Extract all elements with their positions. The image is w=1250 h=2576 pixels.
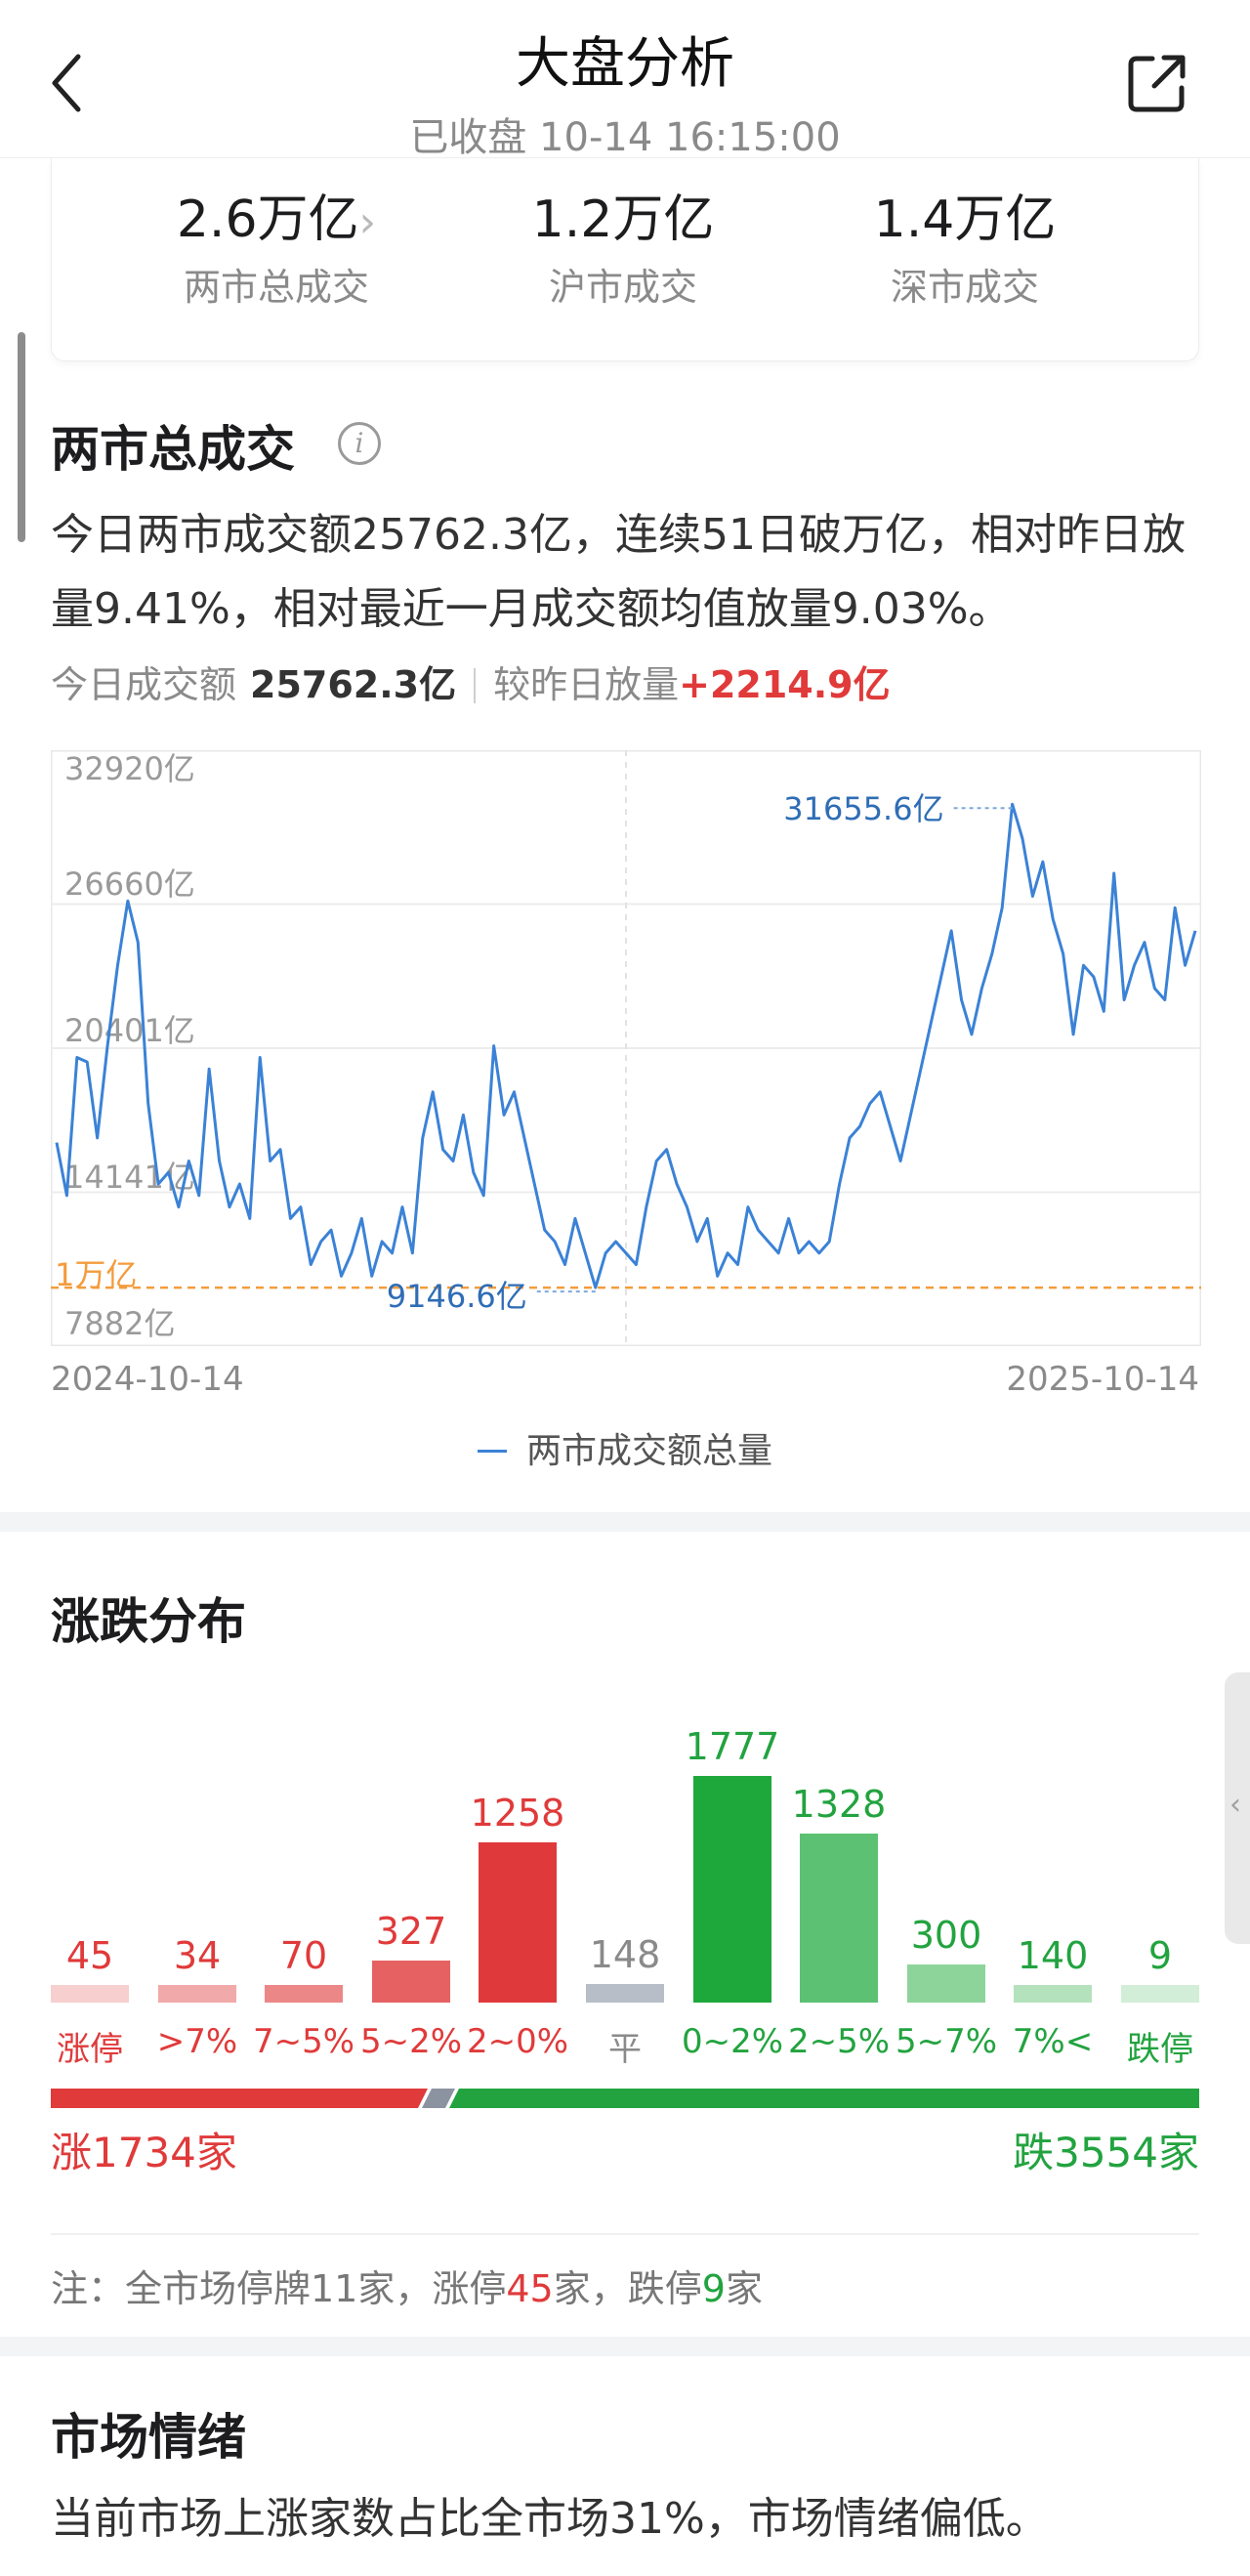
x-axis-start-label: 2024-10-14 [51,1360,244,1399]
ratio-bar-down-segment [449,2089,1199,2108]
vs-yesterday-label: 较昨日放量 [493,663,680,706]
section-divider [0,2337,1250,2356]
distribution-bar-label: 平 [608,2030,642,2069]
turnover-line-chart[interactable]: 32920亿 26660亿 20401亿 14141亿 7882亿 1万亿 31655.6亿… [51,750,1201,1346]
distribution-bar-count: 45 [65,1934,114,1977]
distribution-bar-count: 327 [375,1910,447,1953]
side-drawer-tab[interactable]: ‹ [1225,1672,1250,1944]
chevron-right-icon: › [358,197,377,247]
distribution-bar-chart: 45 34 70 327 1258 148 1777 1328 300 140 9 [51,1680,1199,2071]
distribution-bar [907,1964,985,2003]
note-unit: 家， [553,2267,628,2310]
sh-turnover-value: 1.2万亿 [531,190,715,249]
distribution-bar-label: 2~0% [466,2022,569,2061]
distribution-bar-label: 2~5% [787,2022,891,2061]
sz-turnover-label: 深市成交 [890,266,1039,309]
distribution-bar-count: 34 [173,1934,222,1977]
x-axis-end-label: 2025-10-14 [1006,1360,1199,1399]
distribution-bar-count: 140 [1017,1934,1089,1977]
note-unit: 家 [725,2267,763,2310]
section-divider [0,1512,1250,1532]
distribution-bar-label: 跌停 [1127,2030,1193,2069]
up-count: 涨1734家 [51,2129,237,2176]
distribution-bar [265,1985,343,2003]
distribution-bar-count: 1328 [791,1783,887,1826]
vs-yesterday-value: +2214.9亿 [679,663,891,706]
distribution-bar-label: 5~2% [359,2022,463,2061]
legend-series-name: 两市成交额总量 [525,1431,772,1471]
share-icon[interactable] [1123,49,1191,117]
divider [474,668,477,703]
min-annotation: 9146.6亿 [387,1278,527,1315]
page-title: 大盘分析 [516,32,734,96]
distribution-bar [51,1985,129,2003]
distribution-bar [372,1961,450,2003]
y-tick-label: 14141亿 [64,1159,195,1196]
sentiment-text: 当前市场上涨家数占比全市场31%，市场情绪偏低。 [51,2494,1049,2544]
distribution-bar-label: 5~7% [895,2022,998,2061]
chart-legend: 两市成交额总量 [0,1422,1250,1473]
distribution-bar-count: 70 [279,1934,328,1977]
note-limit-up-value: 45 [506,2267,554,2310]
sh-turnover-label: 沪市成交 [548,266,697,309]
distribution-bar-label: 0~2% [681,2022,784,2061]
ratio-bar-up-segment [51,2089,428,2108]
note-prefix: 注：全市场停牌11家， [51,2267,433,2310]
chevron-left-icon: ‹ [1229,1788,1241,1822]
distribution-bar-count: 1777 [685,1725,780,1768]
y-tick-label: 20401亿 [64,1012,195,1049]
total-turnover-value: 2.6万亿 [176,190,359,249]
down-count: 跌3554家 [1013,2129,1199,2176]
y-tick-label: 32920亿 [64,750,195,787]
sh-turnover-stat: 1.2万亿 沪市成交 [447,178,799,311]
distribution-bar-count: 300 [910,1914,982,1957]
turnover-description: 今日两市成交额25762.3亿，连续51日破万亿，相对昨日放量9.41%，相对最… [51,510,1186,634]
turnover-summary-card: 2.6万亿› 两市总成交 1.2万亿 沪市成交 1.4万亿 深市成交 [51,158,1199,361]
distribution-bar-label: >7% [156,2022,238,2061]
note-limit-up-label: 涨停 [432,2267,507,2310]
back-arrow-icon[interactable] [45,49,92,117]
info-icon[interactable]: i [338,422,381,465]
distribution-bar [1121,1985,1199,2003]
note-limit-down-value: 9 [701,2267,726,2310]
ratio-bar-flat-segment [422,2089,455,2108]
distribution-bar-label: 涨停 [57,2030,123,2069]
distribution-bar [693,1776,771,2003]
note-limit-down-label: 跌停 [627,2267,702,2310]
top-nav-bar: 大盘分析 已收盘 10-14 16:15:00 [0,0,1250,160]
up-down-ratio-bar [51,2089,1199,2108]
distribution-bar-label: 7%< [1012,2022,1094,2061]
distribution-bar [586,1984,664,2003]
sentiment-section-title: 市场情绪 [51,2409,246,2466]
max-annotation: 31655.6亿 [783,790,943,827]
distribution-bar-count: 148 [589,1933,661,1976]
distribution-bar [800,1834,878,2003]
scroll-indicator[interactable] [18,332,25,542]
legend-line-marker [477,1450,507,1453]
distribution-section-title: 涨跌分布 [51,1593,246,1650]
y-tick-label: 26660亿 [64,866,195,903]
distribution-bar [479,1842,557,2003]
market-status: 已收盘 10-14 16:15:00 [409,115,841,160]
total-turnover-label: 两市总成交 [183,266,369,309]
y-tick-label: 7882亿 [64,1305,175,1342]
series-line-two-market-turnover [55,802,1197,1289]
distribution-bar [158,1985,236,2003]
today-turnover-value: 25762.3亿 [250,663,457,706]
reference-line-label: 1万亿 [55,1256,137,1293]
distribution-bar-label: 7~5% [252,2022,355,2061]
turnover-today-line: 今日成交额 25762.3亿 较昨日放量+2214.9亿 [51,655,891,708]
sz-turnover-value: 1.4万亿 [873,190,1057,249]
distribution-note: 注：全市场停牌11家，涨停45家，跌停9家 [51,2259,763,2312]
total-turnover-section-title: 两市总成交 [51,421,295,478]
total-turnover-stat[interactable]: 2.6万亿› 两市总成交 [101,178,452,311]
distribution-bar-labels: 涨停 >7% 7~5% 5~2% 2~0% 平 0~2% 2~5% 5~7% 7%< 跌停 [51,2022,1199,2071]
today-turnover-label: 今日成交额 [51,663,237,706]
distribution-bar [1014,1985,1092,2003]
divider [51,2233,1199,2235]
sz-turnover-stat: 1.4万亿 深市成交 [789,178,1141,311]
distribution-bar-count: 1258 [470,1792,565,1835]
distribution-bar-count: 9 [1147,1934,1173,1977]
